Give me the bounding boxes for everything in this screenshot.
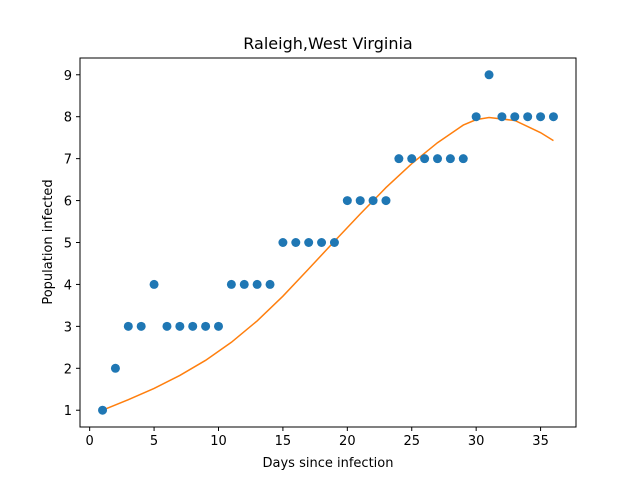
plot-area: [98, 70, 558, 415]
y-axis-label: Population infected: [41, 179, 56, 304]
data-point: [304, 238, 314, 247]
data-point: [445, 154, 455, 164]
data-point: [98, 405, 108, 415]
data-point: [188, 321, 198, 331]
data-point: [510, 112, 520, 122]
data-point: [548, 112, 558, 122]
x-tick-label: 10: [210, 434, 227, 449]
data-point: [226, 279, 236, 289]
data-point: [278, 238, 288, 247]
y-tick-label: 1: [64, 404, 72, 419]
y-tick-label: 4: [64, 278, 72, 293]
x-tick-label: 0: [86, 434, 94, 449]
data-point: [497, 112, 507, 122]
x-tick-label: 35: [532, 434, 549, 449]
y-tick-label: 9: [64, 69, 72, 84]
x-tick-label: 25: [403, 434, 420, 449]
data-point: [407, 154, 417, 164]
data-point: [265, 279, 275, 289]
data-point: [329, 238, 339, 247]
chart-title: Raleigh,West Virginia: [243, 34, 412, 53]
data-point: [201, 321, 211, 331]
data-point: [471, 112, 481, 122]
axes-frame: [79, 57, 577, 428]
data-point: [458, 154, 468, 164]
y-tick-label: 3: [64, 320, 72, 335]
data-point: [420, 154, 430, 164]
y-tick-label: 8: [64, 111, 72, 126]
data-point: [123, 321, 133, 331]
data-point: [381, 196, 391, 206]
data-point: [136, 321, 146, 331]
data-point: [252, 279, 262, 289]
data-point: [291, 238, 301, 247]
data-point: [149, 279, 159, 289]
data-point: [394, 154, 404, 164]
data-point: [213, 321, 223, 331]
data-point: [175, 321, 185, 331]
data-point: [239, 279, 249, 289]
data-point: [536, 112, 546, 122]
data-point: [317, 238, 327, 247]
data-point: [162, 321, 172, 331]
x-tick-label: 20: [339, 434, 356, 449]
x-tick-label: 15: [275, 434, 292, 449]
y-axis-ticks: 1 2 3 4 5 6 7 8 9: [64, 69, 80, 419]
data-point: [355, 196, 365, 206]
data-point: [484, 70, 494, 80]
y-tick-label: 2: [64, 362, 72, 377]
x-axis-label: Days since infection: [263, 456, 394, 471]
data-point: [368, 196, 378, 206]
fit-curve-line: [102, 116, 554, 411]
data-point: [342, 196, 352, 206]
data-point: [433, 154, 443, 164]
data-point: [110, 363, 120, 373]
y-tick-label: 7: [64, 153, 72, 168]
data-point: [523, 112, 533, 122]
x-tick-label: 5: [150, 434, 158, 449]
y-tick-label: 6: [64, 195, 72, 210]
y-tick-label: 5: [64, 237, 72, 252]
x-tick-label: 30: [468, 434, 485, 449]
x-axis-ticks: 0 5 10 15 20 25 30 35: [86, 427, 549, 449]
